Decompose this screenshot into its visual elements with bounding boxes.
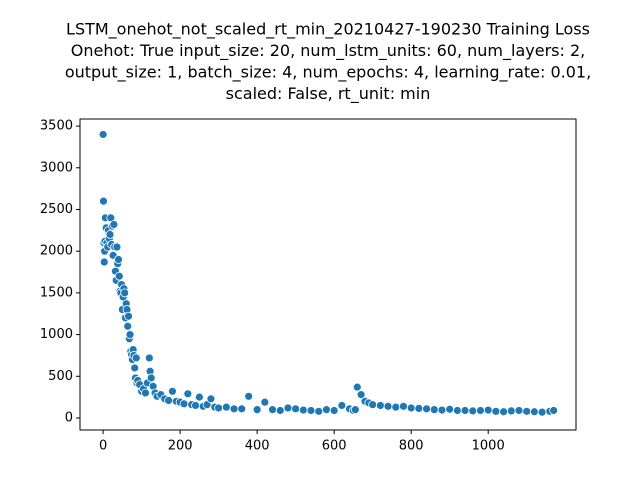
point xyxy=(499,407,509,417)
point xyxy=(144,353,154,363)
point xyxy=(476,406,485,415)
y-tick-label: 1500 xyxy=(40,285,73,300)
point xyxy=(179,399,189,409)
point xyxy=(124,311,133,321)
point xyxy=(549,406,559,415)
point xyxy=(522,406,532,416)
x-tick-label: 0 xyxy=(99,439,107,454)
point xyxy=(237,404,247,414)
point xyxy=(437,405,447,415)
point xyxy=(399,401,408,411)
point xyxy=(291,404,301,414)
point xyxy=(252,405,262,415)
y-tick-label: 2500 xyxy=(40,202,73,217)
y-tick-label: 3500 xyxy=(40,119,73,134)
point xyxy=(244,391,254,401)
chart-title: output_size: 1, batch_size: 4, num_epoch… xyxy=(65,63,591,83)
point xyxy=(114,255,123,264)
point xyxy=(422,404,431,414)
point xyxy=(229,404,239,414)
point xyxy=(130,363,140,373)
point xyxy=(491,406,501,416)
point xyxy=(131,353,141,363)
x-tick-label: 600 xyxy=(322,439,347,454)
point xyxy=(114,271,124,281)
point xyxy=(322,405,331,415)
point xyxy=(337,401,347,410)
point xyxy=(183,389,193,399)
point xyxy=(141,388,150,398)
point xyxy=(514,406,524,415)
point xyxy=(530,407,539,417)
point xyxy=(468,406,478,416)
point xyxy=(146,373,156,383)
point xyxy=(214,403,224,413)
point xyxy=(164,396,173,405)
chart-title: scaled: False, rt_unit: min xyxy=(226,84,431,104)
point xyxy=(125,330,135,339)
point xyxy=(123,321,133,331)
y-tick-label: 2000 xyxy=(40,244,73,259)
y-tick-label: 0 xyxy=(65,410,73,425)
y-tick-label: 500 xyxy=(48,369,73,384)
point xyxy=(314,406,324,416)
point xyxy=(298,405,308,415)
y-tick-label: 3000 xyxy=(40,160,73,175)
point xyxy=(283,403,293,413)
point xyxy=(268,405,277,415)
point xyxy=(329,406,339,415)
plot-frame xyxy=(79,118,577,431)
point xyxy=(352,382,362,392)
point xyxy=(194,392,204,402)
x-tick-label: 1000 xyxy=(472,439,505,454)
point xyxy=(191,401,200,410)
point xyxy=(383,401,393,411)
point xyxy=(452,406,462,415)
chart-title: LSTM_onehot_not_scaled_rt_min_20210427-1… xyxy=(66,20,590,40)
point xyxy=(429,405,439,415)
point xyxy=(120,288,130,298)
point xyxy=(350,405,360,415)
point xyxy=(98,130,108,139)
point xyxy=(483,405,493,415)
x-tick-label: 800 xyxy=(399,439,424,454)
point xyxy=(105,230,115,239)
point xyxy=(112,242,122,252)
point xyxy=(306,406,316,415)
point xyxy=(260,397,270,407)
point xyxy=(99,196,108,206)
point xyxy=(168,386,177,396)
point xyxy=(275,406,285,415)
point xyxy=(460,406,470,415)
point xyxy=(375,401,385,410)
point xyxy=(391,402,401,412)
x-tick-label: 400 xyxy=(245,439,270,454)
chart-title: Onehot: True input_size: 20, num_lstm_un… xyxy=(71,41,585,61)
point xyxy=(356,390,366,400)
point xyxy=(206,394,216,404)
point xyxy=(506,406,516,416)
point xyxy=(221,402,231,412)
x-tick-label: 200 xyxy=(168,439,193,454)
y-tick-label: 1000 xyxy=(40,327,73,342)
point xyxy=(537,407,547,417)
point xyxy=(406,403,416,413)
point xyxy=(368,400,378,410)
point xyxy=(445,404,455,414)
point xyxy=(99,257,109,267)
point xyxy=(414,403,424,413)
point xyxy=(109,220,119,229)
